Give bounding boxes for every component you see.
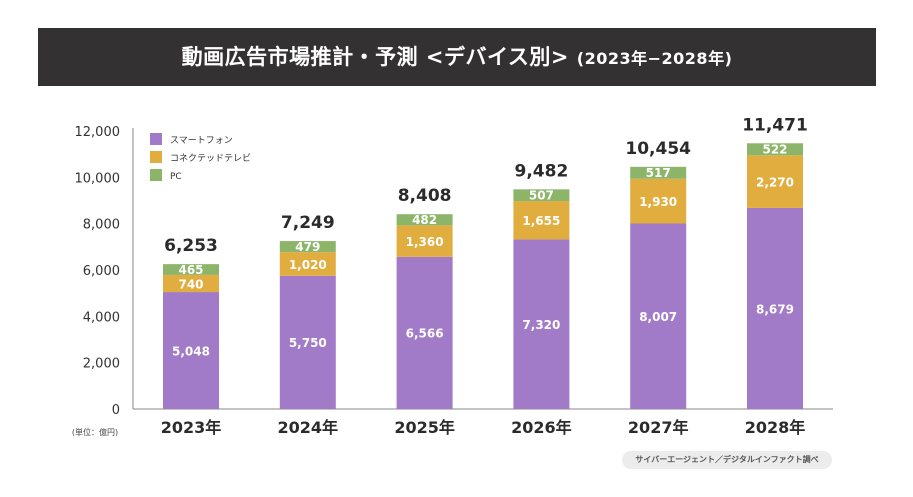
y-tick-label: 4,000: [83, 310, 120, 325]
bar-segment: [163, 274, 219, 293]
segment-value-label: 5,750: [289, 336, 327, 350]
bar-segment: [747, 207, 803, 409]
segment-value-label: 522: [762, 143, 787, 157]
bar-segment: [747, 155, 803, 208]
x-tick-label: 2023年: [161, 418, 222, 437]
unit-label: (単位：億円): [72, 427, 118, 437]
bar-group: 5,750 1,020 479 7,249 2024年: [278, 213, 339, 437]
chart-title-period: (2023年−2028年): [576, 49, 733, 68]
bar-segment: [630, 166, 687, 179]
total-value-label: 11,471: [742, 115, 808, 135]
bar-segment: [163, 264, 219, 275]
x-tick-label: 2025年: [394, 418, 455, 437]
bar-group: 7,320 1,655 507 9,482 2026年: [511, 161, 572, 437]
chart-header: 動画広告市場推計・予測 <デバイス別> (2023年−2028年): [38, 28, 876, 86]
legend-swatch: [150, 133, 162, 145]
legend-swatch: [150, 151, 162, 163]
segment-value-label: 8,007: [639, 310, 677, 324]
y-tick-label: 8,000: [83, 218, 120, 233]
x-tick-label: 2028年: [745, 418, 806, 437]
y-tick-label: 6,000: [83, 264, 120, 279]
bar-segment: [396, 214, 453, 226]
bar-segment: [279, 252, 336, 276]
legend-label: PC: [170, 172, 182, 182]
segment-value-label: 507: [529, 189, 554, 203]
bar-segment: [630, 223, 687, 409]
y-tick-label: 2,000: [83, 357, 120, 372]
x-tick-label: 2027年: [628, 418, 689, 437]
segment-value-label: 740: [178, 277, 203, 291]
bar-segment: [747, 143, 803, 156]
chart-title-main: 動画広告市場推計・予測 <デバイス別>: [181, 45, 569, 69]
legend-swatch: [150, 169, 162, 181]
segment-value-label: 8,679: [756, 302, 794, 316]
segment-value-label: 1,930: [639, 195, 677, 209]
x-tick-label: 2026年: [511, 418, 572, 437]
segment-value-label: 1,655: [522, 214, 560, 228]
source-badge: サイバーエージェント／デジタルインファクト調べ: [622, 451, 832, 469]
segment-value-label: 465: [178, 263, 203, 277]
legend-item: スマートフォン: [150, 133, 233, 146]
segment-value-label: 1,020: [289, 258, 327, 272]
bar-segment: [163, 292, 219, 409]
bar-segment: [630, 178, 687, 224]
legend-label: コネクテッドテレビ: [170, 153, 251, 164]
bar-segment: [396, 225, 453, 257]
y-axis: 0 2,000 4,000 6,000 8,000 10,000 12,000: [75, 125, 833, 418]
legend-item: PC: [150, 169, 182, 182]
chart-title: 動画広告市場推計・予測 <デバイス別> (2023年−2028年): [38, 28, 876, 86]
segment-value-label: 479: [295, 240, 320, 254]
segment-value-label: 2,270: [756, 175, 794, 189]
y-tick-label: 12,000: [75, 125, 121, 140]
bar-segment: [396, 256, 453, 409]
segment-value-label: 482: [412, 213, 437, 227]
segment-value-label: 517: [646, 166, 671, 180]
bar-segment: [513, 189, 570, 202]
total-value-label: 8,408: [398, 186, 452, 206]
total-value-label: 7,249: [281, 213, 335, 233]
bar-segment: [279, 275, 336, 409]
legend-label: スマートフォン: [170, 136, 233, 146]
y-tick-label: 10,000: [75, 171, 121, 186]
bar-group: 8,679 2,270 522 11,471 2028年: [742, 115, 808, 437]
y-tick-label: 0: [112, 403, 120, 418]
legend-item: コネクテッドテレビ: [150, 151, 251, 164]
x-tick-label: 2024年: [278, 418, 339, 437]
total-value-label: 10,454: [625, 139, 691, 159]
segment-value-label: 1,360: [406, 235, 444, 249]
bar-segment: [513, 239, 570, 409]
segment-value-label: 7,320: [522, 318, 560, 332]
segment-value-label: 6,566: [406, 327, 444, 341]
bar-group: 6,566 1,360 482 8,408 2025年: [394, 186, 455, 437]
bar-segment: [279, 241, 336, 253]
segment-value-label: 5,048: [172, 344, 210, 358]
bar-group: 8,007 1,930 517 10,454 2027年: [625, 139, 691, 437]
bar-segment: [513, 201, 570, 240]
total-value-label: 6,253: [164, 236, 218, 256]
total-value-label: 9,482: [515, 161, 569, 181]
